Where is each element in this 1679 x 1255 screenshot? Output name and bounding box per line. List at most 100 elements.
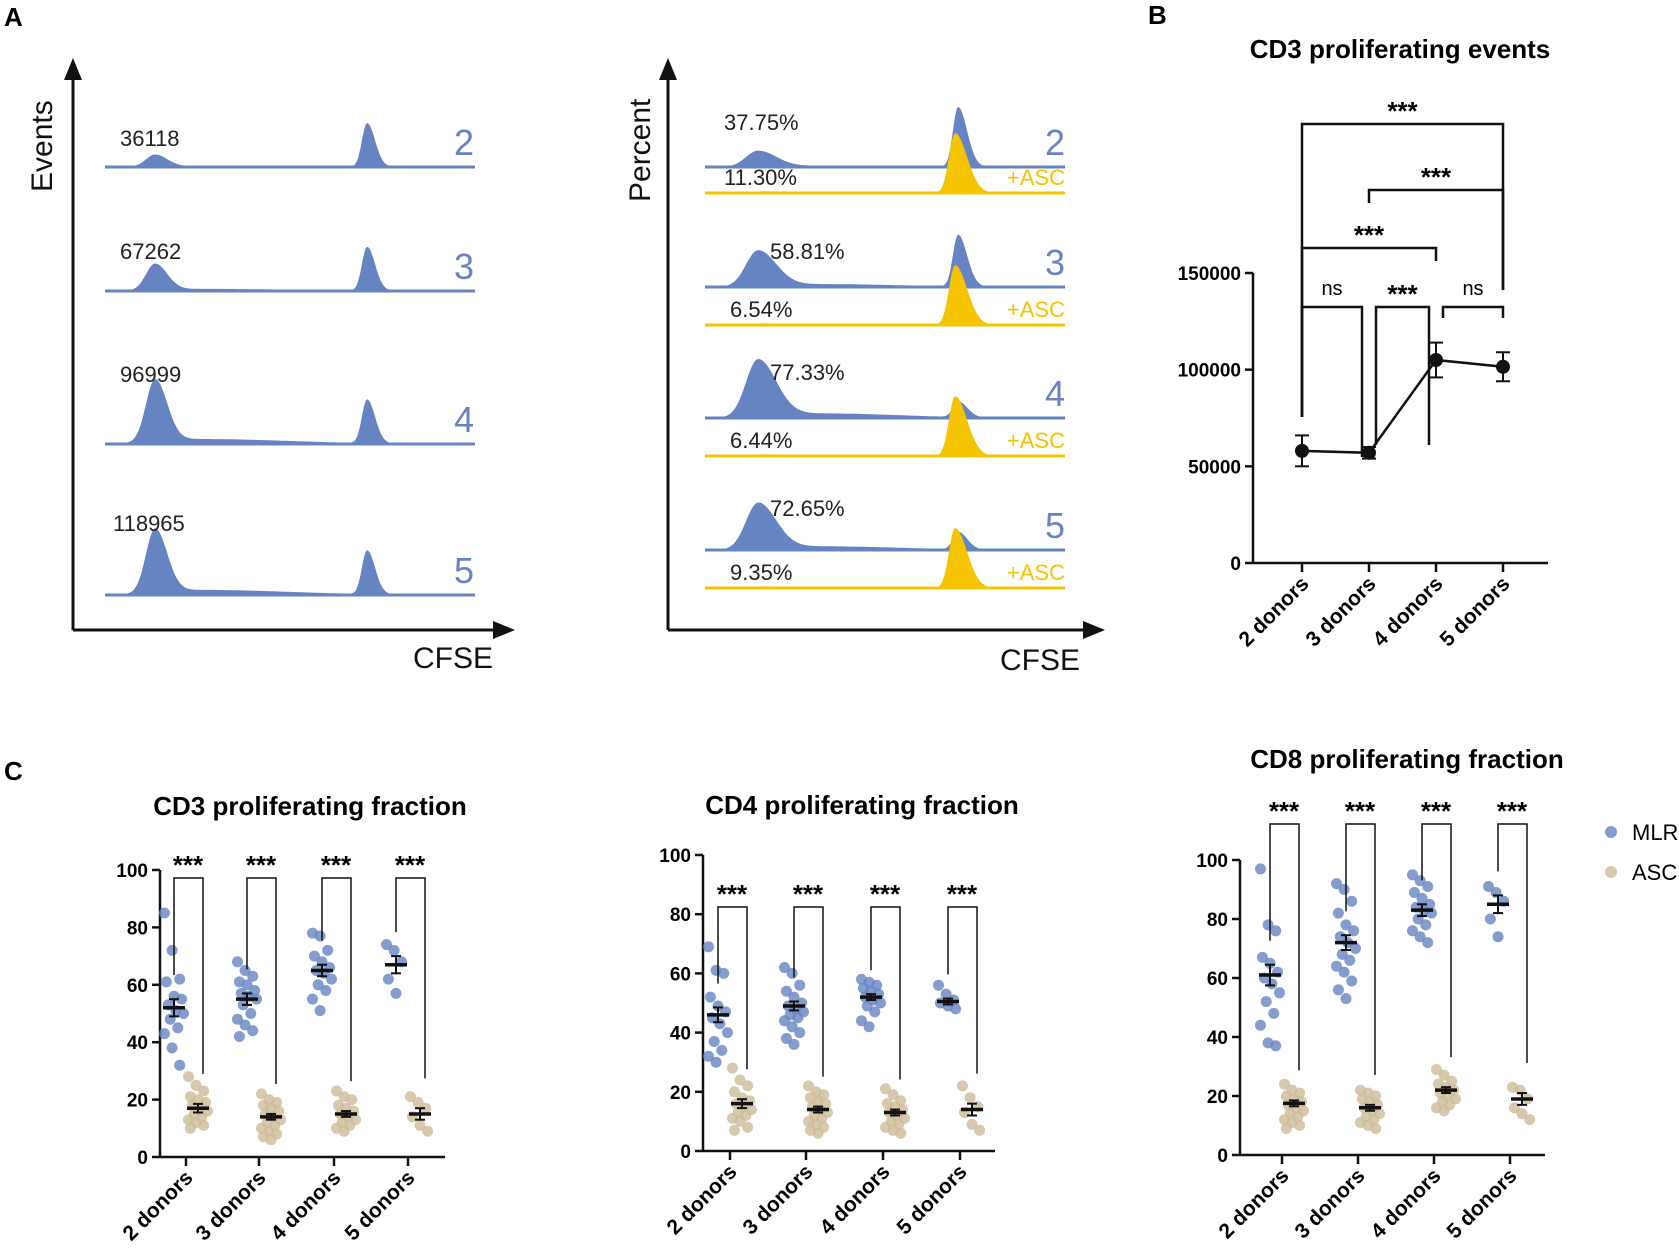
chart-c1-mlr-point-0-11	[159, 1028, 170, 1040]
chart-c1-asc-point-0-1	[190, 1079, 202, 1091]
chart-c1-mlr-point-3-1	[388, 944, 400, 956]
chart-c1-asc-point-3-2	[420, 1102, 432, 1114]
chart-c3-sig-label-3: ***	[1497, 796, 1528, 826]
events-x-arrow-icon	[493, 621, 515, 639]
chart-c1-mlr-point-0-10	[172, 1022, 184, 1034]
chart-c3-category-2: 4 donors	[1367, 1164, 1446, 1243]
chart-c3-sig-bracket-0	[1269, 823, 1300, 1071]
chart-b-point-2	[1429, 353, 1443, 367]
legend-mlr-marker	[1605, 826, 1617, 838]
chart-b-point-1	[1362, 445, 1376, 460]
chart-c1-mlr-point-1-10	[245, 1008, 257, 1019]
chart-c2-category-3: 5 donors	[893, 1160, 972, 1239]
chart-c2-mlr-point-2-12	[863, 1021, 875, 1033]
percent-y-label: Percent	[624, 98, 657, 202]
chart-c1-mlr-point-3-0	[381, 939, 392, 951]
chart-c3-mlr-point-0-4	[1264, 957, 1276, 969]
chart-c1-ytick-label-4: 80	[127, 918, 148, 939]
chart-c3-mlr-point-0-1	[1262, 919, 1274, 931]
chart-c-cd3-fraction: CD3 proliferating fraction 0 20 40 60 80 100 2 …	[116, 791, 466, 1245]
chart-b-category-2: 4 donors	[1369, 572, 1448, 651]
panel-a-events-histograms: Events CFSE 36118 2 67262 3 96999 4 118965 5	[26, 58, 515, 675]
chart-c3-mlr-point-0-10	[1268, 1007, 1280, 1019]
panel-a-percent-histograms: Percent CFSE 37.75%11.30%2+ASC58.81%6.54…	[624, 58, 1105, 677]
chart-c1-category-0: 2 donors	[119, 1166, 198, 1245]
chart-c1-mlr-point-1-0	[232, 956, 243, 968]
chart-c2-sig-bracket-0	[717, 906, 748, 1070]
mlr-donor-4: 4	[1045, 373, 1065, 414]
chart-c2-mlr-point-0-12	[710, 1056, 722, 1068]
chart-c2-mlr-point-1-13	[794, 1027, 806, 1039]
chart-c3-asc-point-2-0	[1431, 1064, 1442, 1075]
chart-c1-mlr-point-1-13	[247, 1025, 259, 1037]
chart-c3-mlr-point-1-13	[1346, 975, 1358, 987]
chart-c1-asc-point-2-2	[346, 1094, 358, 1106]
chart-c1-mlr-point-2-2	[322, 944, 334, 956]
mlr-histogram-5	[705, 502, 1065, 550]
chart-c3-mlr-point-0-0	[1255, 863, 1266, 875]
chart-c2-sig-label-3: ***	[947, 879, 978, 909]
chart-c3-category-3: 5 donors	[1443, 1164, 1522, 1243]
chart-c2-category-2: 4 donors	[816, 1160, 895, 1239]
asc-histogram-3	[705, 265, 1065, 325]
chart-c3-mlr-point-1-1	[1338, 884, 1350, 895]
chart-c3-mlr-point-0-2	[1270, 925, 1282, 937]
chart-c2-ytick-label-3: 60	[670, 964, 691, 985]
mlr-donor-5: 5	[1045, 505, 1065, 546]
chart-c3-mlr-point-1-6	[1334, 931, 1346, 943]
chart-c2-ytick-label-4: 80	[670, 905, 691, 926]
chart-c1-mlr-point-3-4	[390, 987, 402, 999]
chart-c3-ytick-label-1: 20	[1207, 1087, 1228, 1108]
asc-percent-3: 6.54%	[730, 297, 792, 322]
chart-c3-ytick-label-5: 100	[1196, 851, 1228, 872]
chart-c3-sig-label-2: ***	[1421, 796, 1452, 826]
chart-c2-mlr-point-1-15	[788, 1038, 800, 1050]
chart-c2-mlr-point-3-1	[940, 988, 952, 1000]
panel-label-c: C	[4, 756, 23, 786]
chart-b-category-3: 5 donors	[1436, 572, 1515, 651]
mlr-donor-3: 3	[1045, 242, 1065, 283]
chart-b-comparison-bracket-4	[1367, 188, 1505, 290]
chart-b-point-3	[1496, 359, 1510, 374]
legend-asc-label: ASC	[1632, 860, 1677, 885]
chart-c1-mlr-point-1-14	[233, 1031, 245, 1042]
chart-c2-asc-point-2-0	[880, 1083, 891, 1095]
asc-percent-5: 9.35%	[730, 560, 792, 585]
chart-c3-asc-point-0-0	[1279, 1078, 1290, 1090]
events-count-4: 96999	[120, 362, 181, 387]
chart-c3-mlr-point-1-10	[1344, 954, 1356, 966]
asc-percent-4: 6.44%	[730, 428, 792, 453]
legend-mlr-label: MLR	[1632, 820, 1678, 845]
chart-b-comparison-label-3: ***	[1354, 220, 1385, 250]
events-y-arrow-icon	[64, 58, 82, 80]
chart-c2-mlr-point-0-9	[708, 1036, 720, 1047]
chart-c2-mlr-point-0-10	[716, 1044, 728, 1056]
mlr-percent-2: 37.75%	[724, 110, 799, 135]
asc-percent-2: 11.30%	[724, 165, 797, 190]
panel-label-b: B	[1148, 0, 1167, 30]
chart-c2-category-1: 3 donors	[739, 1160, 818, 1239]
chart-b-comparison-label-2: ns	[1462, 278, 1483, 300]
chart-c3-mlr-point-2-3	[1408, 887, 1420, 898]
legend-asc-marker	[1605, 866, 1617, 878]
chart-c1-ytick-label-1: 20	[127, 1091, 148, 1112]
chart-b-ytick-label-0: 0	[1230, 554, 1241, 575]
events-donor-5: 5	[454, 550, 474, 591]
chart-c1-asc-point-1-0	[256, 1088, 267, 1100]
asc-histogram-4	[705, 396, 1065, 456]
chart-c3-asc-point-3-5	[1524, 1114, 1536, 1126]
chart-c2-mlr-point-1-14	[780, 1033, 792, 1044]
chart-c2-category-0: 2 donors	[663, 1160, 742, 1239]
events-histogram-2	[105, 123, 475, 167]
chart-c3-title: CD8 proliferating fraction	[1250, 744, 1563, 774]
chart-b-comparison-label-5: ***	[1387, 96, 1418, 126]
chart-c3-asc-point-0-14	[1280, 1123, 1292, 1134]
chart-c3-mlr-point-2-10	[1420, 919, 1432, 931]
chart-c3-category-0: 2 donors	[1215, 1164, 1294, 1243]
chart-c3-mlr-point-0-9	[1260, 996, 1272, 1008]
chart-c1-mlr-point-0-0	[159, 907, 170, 919]
chart-c3-mlr-point-2-11	[1407, 925, 1418, 937]
chart-c3-mlr-point-1-5	[1348, 925, 1360, 937]
chart-c1-sig-label-2: ***	[321, 850, 352, 880]
chart-c2-sig-label-2: ***	[870, 879, 901, 909]
